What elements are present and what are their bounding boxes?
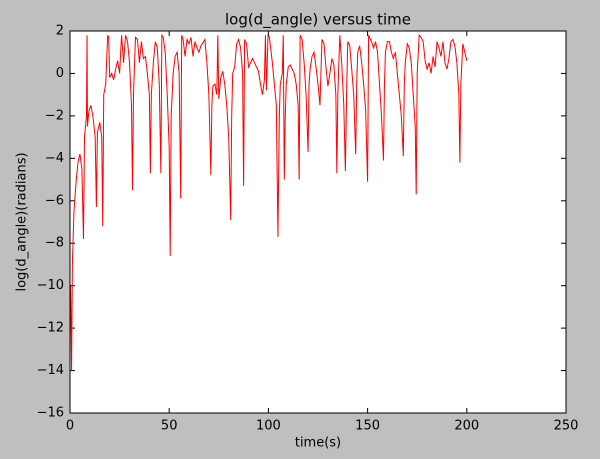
x-tick-label: 50	[161, 419, 178, 434]
y-tick-label: −8	[45, 236, 64, 251]
x-tick-label: 250	[554, 419, 579, 434]
y-tick-label: −12	[37, 321, 64, 336]
y-tick-label: −2	[45, 108, 64, 123]
y-axis-label: log(d_angle)(radians)	[15, 152, 30, 291]
y-tick-label: 2	[56, 24, 64, 39]
y-tick-label: −10	[37, 278, 64, 293]
x-tick-label: 200	[454, 419, 479, 434]
plot-frame	[69, 30, 567, 414]
plot-area	[70, 31, 566, 413]
data-line	[70, 33, 468, 371]
y-tick-label: −6	[45, 193, 64, 208]
chart-title: log(d_angle) versus time	[225, 11, 411, 30]
x-tick-label: 100	[256, 419, 281, 434]
y-tick-label: −14	[37, 363, 64, 378]
y-tick-label: −4	[45, 151, 64, 166]
y-tick-label: −16	[37, 406, 64, 421]
x-tick-label: 150	[355, 419, 380, 434]
x-tick-label: 0	[66, 419, 74, 434]
x-axis-label: time(s)	[295, 436, 341, 451]
y-tick-label: 0	[56, 66, 64, 81]
